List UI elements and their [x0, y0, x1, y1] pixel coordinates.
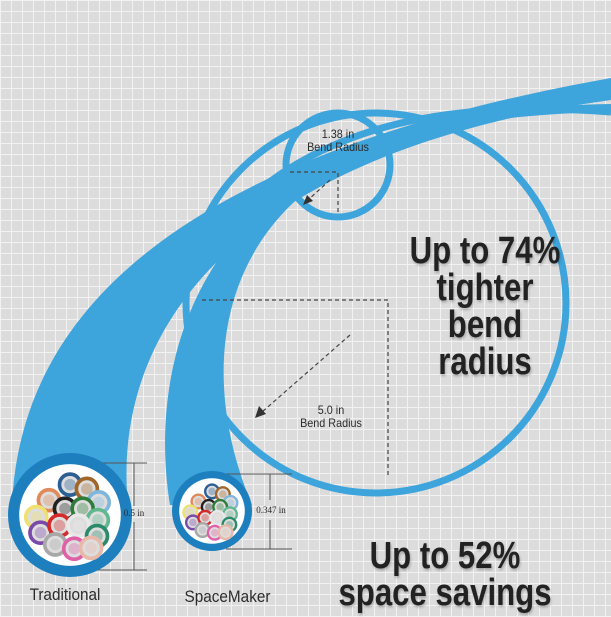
spacemaker-strand-fill: [226, 499, 235, 507]
small-bend-radius-value: 1.38 in: [321, 127, 355, 141]
traditional-strand-fill: [72, 519, 85, 532]
traditional-strand-fill: [81, 483, 93, 495]
small-radius-marker: [290, 171, 339, 215]
spacemaker-strand-fill: [226, 510, 234, 519]
space-headline-line: space savings: [338, 572, 552, 614]
small-bend-radius-label: 1.38 in Bend Radius: [299, 128, 376, 154]
bend-headline-line: tighter: [436, 267, 534, 309]
small-radius-arrowhead: [303, 195, 313, 205]
traditional-strand: [78, 535, 104, 561]
traditional-strand-fill: [43, 494, 55, 507]
bend-headline-line: bend: [447, 304, 523, 346]
spacemaker-strand-fill: [216, 503, 224, 511]
spacemaker-strand-fill: [210, 529, 219, 537]
small-bend-loop: [282, 109, 394, 221]
spacemaker-diameter: 0.347 in: [256, 505, 286, 515]
big-bend-radius-text: Bend Radius: [300, 416, 362, 430]
spacemaker-strand-fill: [221, 528, 230, 536]
bend-headline: Up to 74% tighter bend radius: [403, 230, 567, 383]
space-headline-line: Up to 52%: [369, 535, 521, 577]
spacemaker-strand-fill: [198, 526, 207, 534]
spacemaker-strand-fill: [213, 514, 222, 522]
spacemaker-strand-fill: [186, 508, 194, 517]
spacemaker-strand: [217, 524, 234, 541]
spacemaker-strand-fill: [219, 490, 227, 498]
spacemaker-strand-fill: [208, 487, 216, 496]
spacemaker-dimension-lines: [226, 473, 292, 550]
spacemaker-label: SpaceMaker: [184, 587, 271, 606]
traditional-strand-fill: [92, 514, 104, 526]
traditional-strand-fill: [53, 519, 66, 532]
traditional-strand: [66, 513, 91, 538]
big-radius-marker: [202, 299, 389, 478]
bend-headline-line: radius: [438, 341, 532, 383]
traditional-strand-fill: [64, 478, 76, 491]
traditional-strand-fill: [68, 542, 80, 555]
big-bend-radius-label: 5.0 in Bend Radius: [292, 404, 369, 430]
spacemaker-strand-fill: [194, 497, 203, 506]
spacemaker-strand-fill: [201, 514, 209, 522]
big-radius-arrowhead: [255, 406, 266, 418]
traditional-strand-fill: [34, 526, 47, 539]
bend-headline-line: Up to 74%: [409, 230, 561, 272]
traditional-label: Traditional: [29, 585, 101, 604]
traditional-strand-fill: [85, 542, 97, 554]
traditional-dimension-lines: [86, 462, 147, 571]
spacemaker-strand: [209, 509, 226, 526]
traditional-strand-fill: [76, 502, 89, 515]
spacemaker-cable: [165, 180, 308, 505]
spacemaker-cable-upper-path: [197, 105, 611, 253]
traditional-strand-fill: [59, 502, 71, 515]
big-bend-loop: [182, 109, 570, 497]
traditional-diameter: 0.5 in: [123, 508, 145, 518]
big-bend-radius-value: 5.0 in: [317, 403, 345, 417]
traditional-strand-fill: [49, 538, 62, 551]
space-headline: Up to 52% space savings: [322, 535, 568, 614]
traditional-strand-fill: [92, 496, 105, 509]
traditional-strand-fill: [30, 511, 43, 523]
spacemaker-strand-fill: [204, 503, 213, 511]
small-bend-radius-text: Bend Radius: [307, 140, 369, 154]
spacemaker-strand-fill: [189, 518, 197, 527]
